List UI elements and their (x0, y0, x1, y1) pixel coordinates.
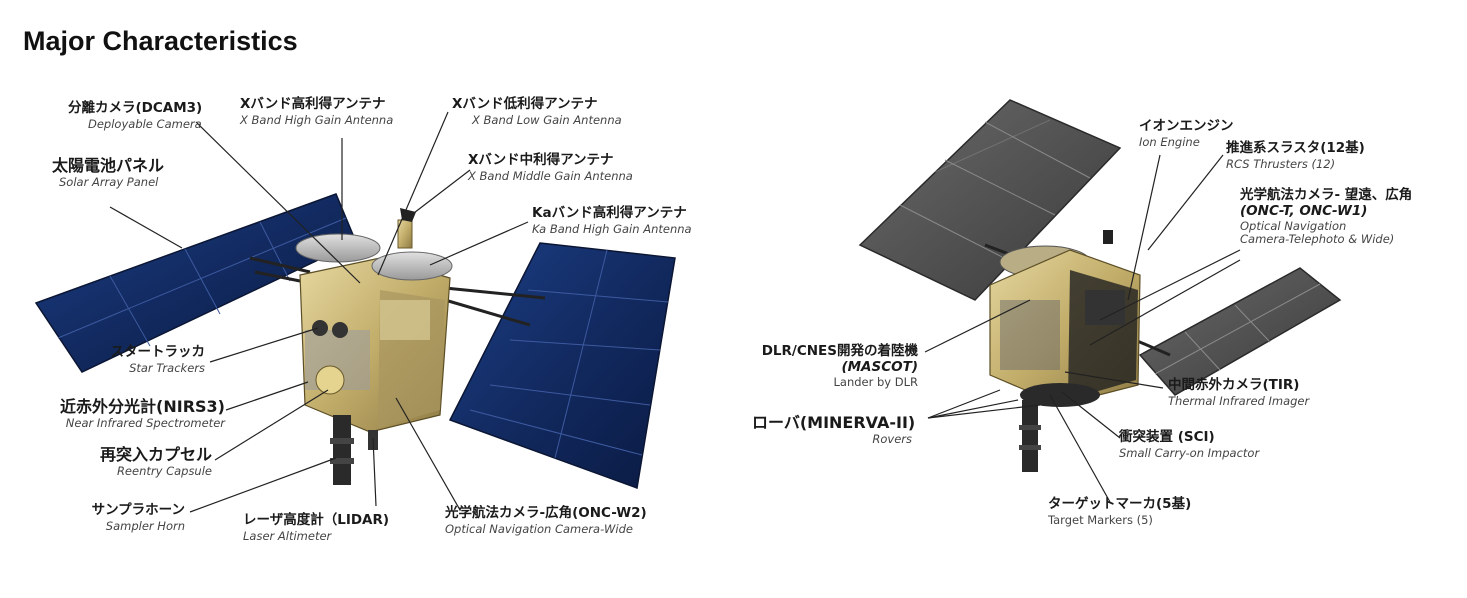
label-x-band-mga: Xバンド中利得アンテナ X Band Middle Gain Antenna (468, 152, 633, 183)
label-ion-engine: イオンエンジン Ion Engine (1139, 118, 1234, 149)
right-solar-panel (448, 242, 676, 490)
right-top-solar-panel (858, 99, 1122, 301)
label-x-band-hga: Xバンド高利得アンテナ X Band High Gain Antenna (240, 96, 394, 127)
label-onc-tw1: 光学航法カメラ- 望遠、広角 (ONC-T, ONC-W1) Optical N… (1240, 187, 1413, 247)
label-lidar-jp: レーザ高度計（LIDAR) (243, 512, 390, 528)
label-x-band-lga-en: X Band Low Gain Antenna (472, 112, 622, 127)
label-nirs3-en: Near Infrared Spectrometer (65, 416, 225, 431)
label-sampler-horn-en: Sampler Horn (105, 518, 185, 533)
sampler-horn (333, 415, 351, 485)
label-lidar-en: Laser Altimeter (243, 528, 332, 543)
label-x-band-hga-jp: Xバンド高利得アンテナ (240, 96, 386, 112)
label-lidar: レーザ高度計（LIDAR) Laser Altimeter (243, 512, 390, 543)
label-solar-panel-en: Solar Array Panel (59, 175, 159, 190)
label-rcs-thrusters-en: RCS Thrusters (12) (1226, 156, 1336, 171)
label-target-markers-jp: ターゲットマーカ(5基) (1048, 496, 1192, 512)
label-onc-w2-en: Optical Navigation Camera-Wide (445, 521, 633, 536)
label-x-band-hga-en: X Band High Gain Antenna (240, 112, 394, 127)
label-ion-engine-en: Ion Engine (1139, 134, 1200, 149)
label-x-band-lga: Xバンド低利得アンテナ X Band Low Gain Antenna (452, 96, 622, 127)
label-x-band-mga-en: X Band Middle Gain Antenna (468, 168, 633, 183)
label-onc-tw1-en2: Camera-Telephoto & Wide) (1240, 232, 1395, 247)
label-onc-w2-jp: 光学航法カメラ-広角(ONC-W2) (445, 505, 647, 521)
label-solar-panel: 太陽電池パネル Solar Array Panel (52, 156, 165, 190)
label-tir-en: Thermal Infrared Imager (1168, 393, 1310, 408)
label-nirs3: 近赤外分光計(NIRS3) Near Infrared Spectrometer (50, 397, 225, 431)
label-rcs-thrusters-jp: 推進系スラスタ(12基) (1226, 140, 1365, 156)
label-reentry-capsule-jp: 再突入カプセル (99, 445, 212, 464)
left-spacecraft (34, 193, 676, 490)
page-title: Major Characteristics (23, 26, 298, 56)
label-ion-engine-jp: イオンエンジン (1139, 118, 1234, 134)
label-target-markers: ターゲットマーカ(5基) Target Markers (5) (1048, 496, 1192, 527)
label-star-trackers-jp: スタートラッカ (110, 344, 206, 360)
label-sci: 衝突装置 (SCI) Small Carry-on Impactor (1119, 429, 1260, 460)
label-star-trackers: スタートラッカ Star Trackers (100, 344, 206, 375)
x-band-hga-dish (295, 233, 381, 263)
label-reentry-capsule: 再突入カプセル Reentry Capsule (70, 445, 212, 479)
label-mascot-jp: DLR/CNES開発の着陸機 (761, 343, 918, 359)
label-reentry-capsule-en: Reentry Capsule (116, 464, 212, 479)
right-leader-lines (924, 154, 1241, 503)
label-star-trackers-en: Star Trackers (129, 360, 205, 375)
label-tir-jp: 中間赤外カメラ(TIR) (1168, 377, 1300, 393)
label-rovers-jp: ローバ(MINERVA-II) (752, 413, 916, 432)
left-leader-lines (109, 111, 529, 513)
label-onc-tw1-jp: 光学航法カメラ- 望遠、広角 (1240, 187, 1413, 203)
label-target-markers-en: Target Markers (5) (1048, 512, 1153, 527)
label-tir: 中間赤外カメラ(TIR) Thermal Infrared Imager (1168, 377, 1310, 408)
label-ka-band-hga-en: Ka Band High Gain Antenna (532, 221, 692, 236)
label-onc-tw1-en: Optical Navigation (1240, 219, 1347, 234)
right-bottom-solar-panel (1138, 267, 1342, 396)
ka-band-hga-dish (371, 251, 453, 281)
label-dcam3: 分離カメラ(DCAM3) Deployable Camera (68, 100, 203, 131)
label-onc-w2: 光学航法カメラ-広角(ONC-W2) Optical Navigation Ca… (445, 505, 647, 536)
label-mascot: DLR/CNES開発の着陸機 (MASCOT) Lander by DLR (742, 343, 918, 390)
label-x-band-lga-jp: Xバンド低利得アンテナ (452, 96, 598, 112)
label-rovers: ローバ(MINERVA-II) Rovers (752, 413, 916, 447)
label-mascot-en: Lander by DLR (833, 375, 918, 390)
label-solar-panel-jp: 太陽電池パネル (52, 156, 165, 175)
label-ka-band-hga: Kaバンド高利得アンテナ Ka Band High Gain Antenna (532, 205, 692, 236)
label-dcam3-jp: 分離カメラ(DCAM3) (68, 100, 203, 116)
label-sampler-horn: サンプラホーン Sampler Horn (75, 502, 185, 533)
label-sampler-horn-jp: サンプラホーン (91, 502, 185, 518)
label-x-band-mga-jp: Xバンド中利得アンテナ (468, 152, 614, 168)
right-spacecraft (858, 99, 1342, 472)
label-dcam3-en: Deployable Camera (88, 116, 202, 131)
label-mascot-jp2: (MASCOT) (841, 358, 918, 375)
label-nirs3-jp: 近赤外分光計(NIRS3) (60, 397, 225, 416)
label-ka-band-hga-jp: Kaバンド高利得アンテナ (532, 205, 687, 221)
label-sci-en: Small Carry-on Impactor (1119, 445, 1260, 460)
label-sci-jp: 衝突装置 (SCI) (1119, 429, 1215, 445)
label-rcs-thrusters: 推進系スラスタ(12基) RCS Thrusters (12) (1226, 140, 1365, 171)
label-onc-tw1-jp2: (ONC-T, ONC-W1) (1240, 202, 1368, 219)
label-rovers-en: Rovers (872, 432, 912, 447)
